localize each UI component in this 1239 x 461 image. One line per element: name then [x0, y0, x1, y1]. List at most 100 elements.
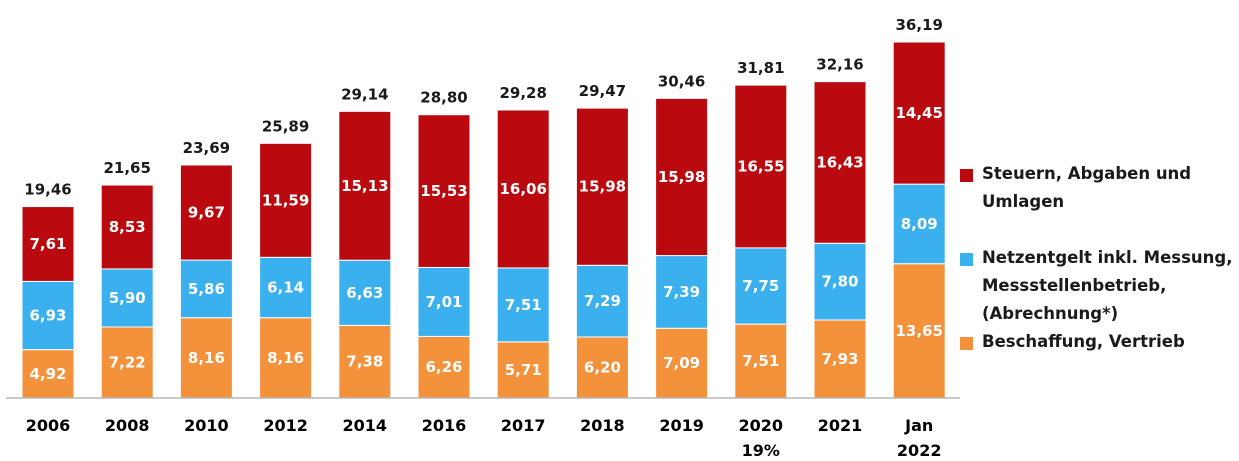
bar-segment-netzentgelt-2	[179, 259, 233, 319]
total-label-11: 36,19	[895, 16, 942, 34]
segment-label-steuern-6: 16,06	[499, 180, 546, 198]
bar-segment-beschaffung-6	[496, 341, 550, 399]
segment-label-steuern-7: 15,98	[579, 178, 626, 196]
legend-item-beschaffung: Beschaffung, Vertrieb	[958, 328, 1185, 356]
segment-label-steuern-3: 11,59	[262, 191, 309, 209]
x-tick-label-1: 2008	[105, 416, 150, 435]
bar-segment-netzentgelt-9	[734, 247, 788, 325]
legend-label-beschaffung: Beschaffung, Vertrieb	[982, 332, 1185, 351]
segment-label-beschaffung-8: 7,09	[663, 354, 700, 372]
total-label-5: 28,80	[420, 89, 467, 107]
segment-label-beschaffung-7: 6,20	[584, 359, 621, 377]
segment-label-steuern-11: 14,45	[895, 104, 942, 122]
bar-segment-beschaffung-3	[259, 317, 313, 399]
bar-segment-beschaffung-8	[655, 327, 709, 399]
total-label-0: 19,46	[24, 181, 71, 199]
bar-segment-steuern-2	[179, 164, 233, 261]
segment-label-beschaffung-6: 5,71	[505, 361, 542, 379]
bar-segment-steuern-0	[21, 206, 75, 282]
segment-label-steuern-1: 8,53	[109, 218, 146, 236]
segment-label-steuern-9: 16,55	[737, 157, 784, 175]
bar-segment-beschaffung-1	[100, 326, 154, 399]
bar-segment-netzentgelt-0	[21, 280, 75, 351]
total-label-3: 25,89	[262, 117, 309, 135]
legend-item-netzentgelt: Netzentgelt inkl. Messung, Messstellenbe…	[958, 244, 1238, 328]
bar-segment-steuern-9	[734, 84, 788, 249]
x-tick-label-3: 2012	[263, 416, 308, 435]
total-label-1: 21,65	[103, 159, 150, 177]
segment-label-netzentgelt-0: 6,93	[29, 307, 66, 325]
bar-segment-steuern-7	[575, 107, 629, 266]
x-tick-label-11: Jan 2022	[897, 416, 942, 460]
segment-label-netzentgelt-3: 6,14	[267, 279, 304, 297]
bar-segment-netzentgelt-8	[655, 255, 709, 329]
total-label-2: 23,69	[183, 139, 230, 157]
legend-label-netzentgelt: Netzentgelt inkl. Messung, Messstellenbe…	[982, 248, 1233, 323]
segment-label-beschaffung-9: 7,51	[742, 352, 779, 370]
segment-label-beschaffung-0: 4,92	[29, 365, 66, 383]
legend-swatch-netzentgelt	[960, 253, 973, 266]
bar-segment-netzentgelt-6	[496, 267, 550, 343]
bar-segment-steuern-8	[655, 97, 709, 257]
bar-segment-steuern-3	[259, 142, 313, 258]
bar-segment-beschaffung-0	[21, 349, 75, 399]
segment-label-netzentgelt-10: 7,80	[821, 273, 858, 291]
segment-label-beschaffung-11: 13,65	[895, 322, 942, 340]
bar-segment-netzentgelt-7	[575, 264, 629, 338]
total-label-4: 29,14	[341, 85, 388, 103]
segment-label-steuern-10: 16,43	[816, 153, 863, 171]
x-tick-label-6: 2017	[501, 416, 546, 435]
segment-label-steuern-8: 15,98	[658, 168, 705, 186]
segment-label-netzentgelt-11: 8,09	[901, 215, 938, 233]
segment-label-steuern-5: 15,53	[420, 182, 467, 200]
segment-label-beschaffung-2: 8,16	[188, 349, 225, 367]
x-tick-label-4: 2014	[343, 416, 388, 435]
segment-label-netzentgelt-6: 7,51	[505, 296, 542, 314]
x-tick-label-10: 2021	[818, 416, 863, 435]
segment-label-netzentgelt-5: 7,01	[425, 293, 462, 311]
x-tick-label-7: 2018	[580, 416, 625, 435]
segment-label-netzentgelt-4: 6,63	[346, 284, 383, 302]
segment-label-beschaffung-10: 7,93	[821, 350, 858, 368]
segment-label-netzentgelt-7: 7,29	[584, 292, 621, 310]
total-label-6: 29,28	[499, 84, 546, 102]
segment-label-beschaffung-1: 7,22	[109, 353, 146, 371]
total-label-9: 31,81	[737, 59, 784, 77]
segment-label-steuern-4: 15,13	[341, 177, 388, 195]
segment-label-beschaffung-3: 8,16	[267, 349, 304, 367]
total-label-10: 32,16	[816, 56, 863, 74]
legend-swatch-steuern	[960, 169, 973, 182]
x-tick-label-8: 2019	[659, 416, 704, 435]
bar-segment-netzentgelt-11	[892, 183, 946, 265]
legend-label-steuern: Steuern, Abgaben und Umlagen	[982, 164, 1192, 211]
x-tick-label-2: 2010	[184, 416, 229, 435]
bar-segment-netzentgelt-10	[813, 242, 867, 321]
bar-segment-steuern-11	[892, 41, 946, 185]
bar-segment-steuern-10	[813, 81, 867, 244]
segment-label-beschaffung-5: 6,26	[425, 358, 462, 376]
segment-label-netzentgelt-9: 7,75	[742, 277, 779, 295]
x-axis-ticks: 2006 2008 2010 2012 2014 2016 2017 2018 2019 2020…	[26, 416, 942, 460]
segment-label-netzentgelt-8: 7,39	[663, 283, 700, 301]
bar-segment-steuern-5	[417, 114, 471, 268]
segment-label-steuern-2: 9,67	[188, 204, 225, 222]
bar-segment-steuern-1	[100, 184, 154, 270]
bar-segment-netzentgelt-3	[259, 256, 313, 319]
bar-segment-netzentgelt-1	[100, 268, 154, 328]
bar-segment-beschaffung-5	[417, 335, 471, 399]
legend-swatch-beschaffung	[960, 337, 973, 350]
segment-label-netzentgelt-1: 5,90	[109, 289, 146, 307]
x-tick-label-5: 2016	[422, 416, 467, 435]
legend-item-steuern: Steuern, Abgaben und Umlagen	[958, 160, 1238, 216]
bar-segment-netzentgelt-5	[417, 266, 471, 337]
x-tick-label-9: 2020 19%	[739, 416, 784, 460]
bar-segment-beschaffung-9	[734, 323, 788, 399]
total-label-7: 29,47	[579, 82, 626, 100]
segment-label-netzentgelt-2: 5,86	[188, 280, 225, 298]
x-tick-label-0: 2006	[26, 416, 71, 435]
total-label-8: 30,46	[658, 72, 705, 90]
bar-segment-steuern-4	[338, 110, 392, 261]
bars-group: 4,92 6,93 7,61 19,46 7,22 5,90 8,53 21,65 8,16 5,…	[21, 16, 946, 399]
segment-label-beschaffung-4: 7,38	[346, 353, 383, 371]
